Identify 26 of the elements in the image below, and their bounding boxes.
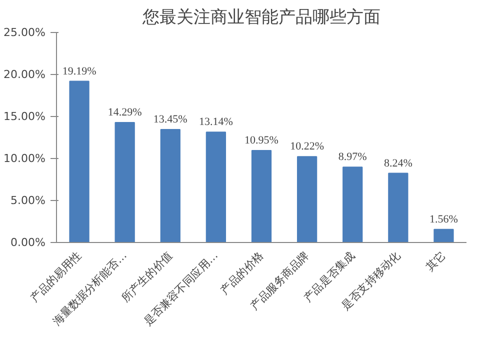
- data-label: 13.14%: [198, 116, 233, 128]
- bar: [342, 166, 363, 242]
- y-tick-label: 20.00%: [4, 68, 46, 81]
- x-tick-label: 其它: [424, 248, 448, 274]
- data-label: 14.29%: [108, 106, 142, 118]
- bar: [296, 156, 318, 242]
- data-label: 10.95%: [244, 134, 278, 147]
- bar: [160, 129, 180, 242]
- data-label: 19.19%: [62, 65, 96, 78]
- bar: [206, 132, 226, 242]
- bar: [114, 122, 135, 242]
- y-tick-label: 25.00%: [4, 26, 46, 39]
- bar: [434, 228, 454, 242]
- bar: [388, 172, 408, 242]
- data-label: 8.24%: [384, 157, 412, 170]
- y-tick-label: 5.00%: [10, 194, 46, 207]
- y-tick-label: 10.00%: [4, 152, 46, 165]
- data-label: 1.56%: [430, 213, 458, 226]
- y-tick-label: 15.00%: [4, 110, 46, 123]
- data-label: 10.22%: [290, 140, 324, 153]
- bar: [69, 80, 90, 242]
- data-label: 8.97%: [338, 151, 367, 164]
- y-tick-label: 0.00%: [10, 236, 46, 249]
- chart-title: 您最关注商业智能产品哪些方面: [142, 8, 380, 28]
- bar: [251, 150, 272, 242]
- data-label: 13.45%: [153, 114, 188, 126]
